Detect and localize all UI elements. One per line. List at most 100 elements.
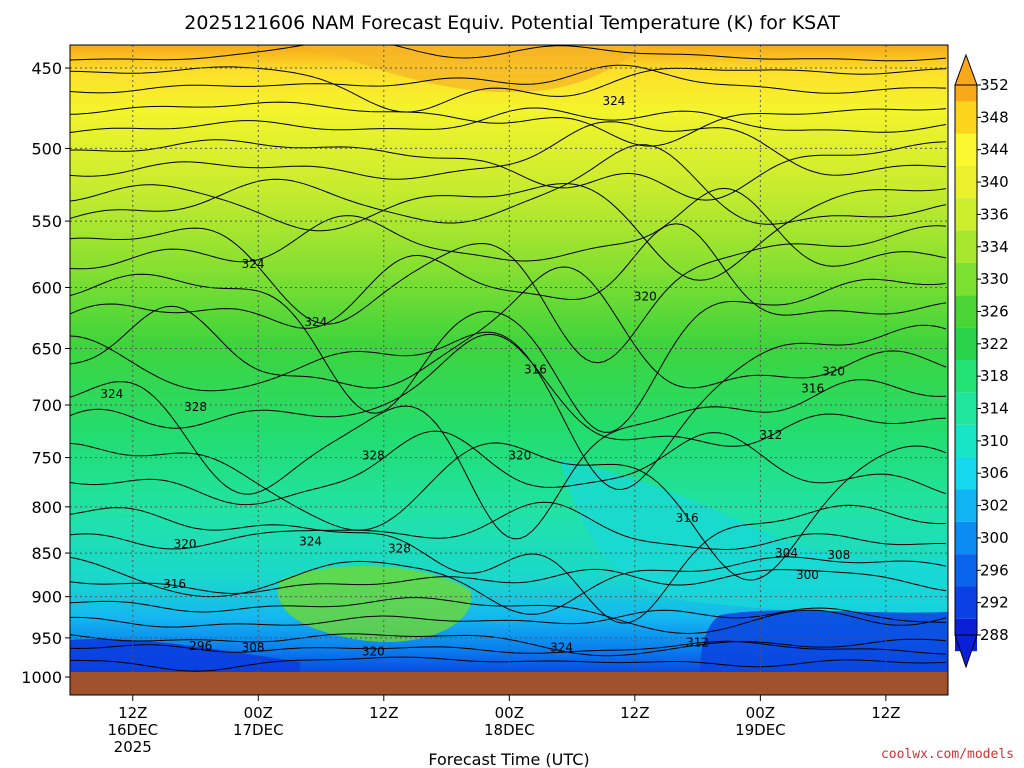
colorbar-frame: [954, 84, 978, 636]
y-tick-label: 900: [31, 588, 62, 607]
contour-line: [70, 187, 947, 270]
contour-line: [70, 333, 947, 447]
contour-label: 320: [634, 289, 657, 303]
x-tick-label: 12Z: [871, 704, 900, 722]
contour-line: [70, 607, 947, 628]
contour-label: 296: [189, 639, 212, 653]
x-tick-label: 18DEC: [484, 721, 535, 739]
contour-label: 316: [801, 381, 824, 395]
colorbar-label: 318: [980, 367, 1009, 385]
colorbar-swatch: [955, 554, 977, 587]
contour-label: 316: [163, 577, 186, 591]
contour-line: [70, 640, 947, 655]
contour-label: 312: [759, 428, 782, 442]
colorbar-label: 292: [980, 594, 1009, 612]
colorbar-swatch: [955, 586, 977, 619]
colorbar-swatch: [955, 295, 977, 328]
colorbar-swatch: [955, 457, 977, 490]
contour-line: [70, 107, 947, 133]
colorbar-swatch: [955, 262, 977, 296]
colorbar-label: 334: [980, 238, 1009, 256]
colorbar-label: 336: [980, 205, 1009, 223]
contour-label: 312: [686, 636, 709, 650]
contour-label: 324: [304, 315, 327, 329]
contour-line: [70, 597, 947, 635]
green-warm-lobe: [278, 566, 472, 642]
colorbar-swatch: [955, 392, 977, 425]
colorbar-swatch: [955, 198, 977, 231]
contour-line: [70, 223, 947, 329]
contour-label: 316: [676, 511, 699, 525]
contour-label: 320: [822, 365, 845, 379]
y-tick-label: 550: [31, 212, 62, 231]
contour-line: [70, 379, 947, 540]
colorbar-label: 344: [980, 141, 1009, 159]
colorbar-swatch: [955, 521, 977, 555]
contour-line: [70, 101, 947, 147]
y-tick-label: 1000: [21, 668, 62, 687]
colorbar-swatch: [955, 101, 977, 134]
contour-line: [70, 273, 947, 433]
y-tick-label: 800: [31, 498, 62, 517]
contour-label: 324: [299, 534, 322, 548]
colorbar-swatch: [955, 489, 977, 522]
contour-label: 320: [508, 449, 531, 463]
x-tick-label: 2025: [114, 738, 152, 756]
colorbar-arrow-top: [954, 53, 978, 86]
x-axis-label: Forecast Time (UTC): [428, 750, 589, 768]
chart-title: 2025121606 NAM Forecast Equiv. Potential…: [184, 12, 840, 34]
contour-line: [70, 504, 947, 624]
y-tick-label: 500: [31, 139, 62, 158]
contour-line: [70, 568, 947, 595]
credit-text: coolwx.com/models: [881, 747, 1014, 762]
x-tick-label: 00Z: [495, 704, 524, 722]
colorbar-label: 288: [980, 626, 1009, 644]
contour-label: 324: [242, 257, 265, 271]
contour-line: [70, 442, 947, 581]
colorbar-label: 314: [980, 400, 1009, 418]
contour-label: 308: [242, 640, 265, 654]
y-tick-label: 650: [31, 339, 62, 358]
contour-line: [70, 64, 947, 94]
contour-label: 300: [796, 568, 819, 582]
contour-label: 324: [602, 94, 625, 108]
contour-line: [70, 139, 947, 201]
colorbar-label: 348: [980, 108, 1009, 126]
x-tick-label: 12Z: [118, 704, 147, 722]
contour-line: [70, 324, 947, 491]
colorbar-label: 322: [980, 335, 1009, 353]
colorbar-label: 352: [980, 76, 1009, 94]
contour-line: [70, 633, 947, 657]
colorbar-swatch: [955, 327, 977, 360]
y-tick-label: 950: [31, 629, 62, 648]
colorbar-label: 302: [980, 497, 1009, 515]
contour-label: 324: [100, 387, 123, 401]
contour-label: 316: [524, 362, 547, 376]
contour-line: [70, 266, 947, 389]
contour-label: 320: [362, 644, 385, 658]
colorbar-label: 306: [980, 464, 1009, 482]
warm-dome-top: [300, 45, 650, 93]
y-tick-label: 750: [31, 449, 62, 468]
colorbar-swatch: [955, 165, 977, 199]
contour-label: 304: [775, 546, 798, 560]
contour-label: 324: [550, 640, 573, 654]
colorbar-label: 326: [980, 302, 1009, 320]
colorbar-swatch: [955, 424, 977, 458]
contour-label: 308: [827, 548, 850, 562]
x-tick-label: 12Z: [620, 704, 649, 722]
colorbar-label: 330: [980, 270, 1009, 288]
contour-line: [70, 121, 947, 180]
contour-line: [70, 656, 947, 672]
contour-line: [70, 430, 947, 506]
x-tick-label: 19DEC: [735, 721, 786, 739]
colorbar-swatch: [955, 360, 977, 393]
colorbar-label: 340: [980, 173, 1009, 191]
colorbar-label: 296: [980, 561, 1009, 579]
x-tick-label: 12Z: [369, 704, 398, 722]
x-tick-label: 16DEC: [107, 721, 158, 739]
cyan-tongue: [560, 460, 948, 620]
contour-line: [70, 144, 947, 225]
contour-line: [70, 225, 947, 364]
